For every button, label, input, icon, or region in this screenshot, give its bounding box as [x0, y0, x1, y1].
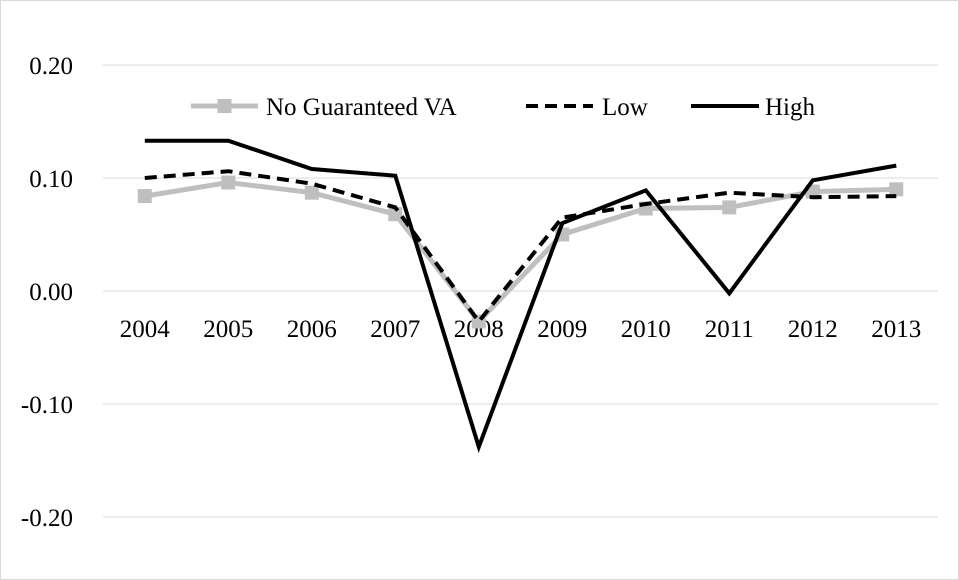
- y-tick-label: 0.10: [29, 166, 73, 193]
- gridlines: [103, 64, 938, 518]
- legend-entry: Low: [526, 94, 648, 121]
- x-tick-label: 2005: [203, 316, 253, 343]
- y-tick-label: 0.20: [29, 53, 73, 80]
- x-tick-label: 2009: [537, 316, 587, 343]
- y-axis-tick-labels: -0.20 -0.10 0.00 0.10 0.20: [21, 53, 73, 532]
- series-line-low: [144, 169, 897, 325]
- x-tick-label: 2011: [705, 316, 754, 343]
- data-point-marker: [304, 185, 319, 200]
- legend-entry: No Guaranteed VA: [191, 94, 457, 121]
- legend-marker: [217, 99, 232, 113]
- legend-label: No Guaranteed VA: [266, 94, 457, 121]
- series-line-no-guaranteed-va: [144, 179, 897, 326]
- legend-label: High: [765, 94, 816, 121]
- series-lines: [137, 138, 904, 454]
- data-point-marker: [889, 182, 904, 197]
- series-line-high: [144, 138, 897, 454]
- x-tick-label: 2006: [287, 316, 337, 343]
- x-tick-label: 2004: [120, 316, 171, 343]
- legend-label: Low: [602, 94, 648, 121]
- legend-entry: High: [691, 94, 816, 121]
- data-point-marker: [221, 175, 236, 190]
- data-point-marker: [722, 200, 737, 215]
- y-tick-label: 0.00: [29, 279, 73, 306]
- data-point-marker: [388, 207, 403, 222]
- y-tick-label: -0.10: [21, 392, 73, 419]
- x-tick-label: 2010: [621, 316, 671, 343]
- y-tick-label: -0.20: [21, 505, 73, 532]
- x-tick-label: 2013: [871, 316, 921, 343]
- x-tick-label: 2007: [370, 316, 420, 343]
- x-tick-label: 2012: [788, 316, 838, 343]
- data-point-marker: [137, 189, 152, 204]
- legend: No Guaranteed VA Low High: [191, 94, 816, 121]
- x-axis-tick-labels: 2004 2005 2006 2007 2008 2009 2010 2011 2012 2013: [120, 316, 922, 343]
